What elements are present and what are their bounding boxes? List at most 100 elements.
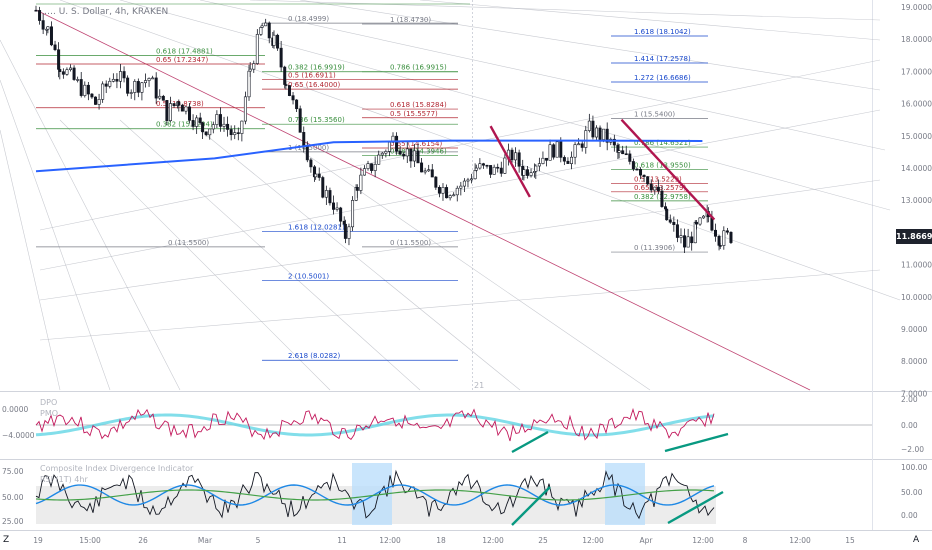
candle-body — [126, 77, 130, 94]
fan-line — [39, 59, 881, 231]
candle-body — [201, 122, 205, 133]
fib-level-label: 0.65 (13.2579) — [634, 184, 686, 192]
candle-body — [161, 95, 165, 101]
candle-body — [111, 78, 115, 82]
candle-body — [470, 178, 474, 181]
candle-body — [499, 167, 503, 174]
fan-line — [199, 129, 521, 391]
candle-body — [104, 83, 108, 87]
candle-body — [198, 117, 202, 123]
candle-body — [370, 163, 374, 171]
fan-line — [119, 0, 891, 211]
candle-body — [218, 114, 222, 127]
candle-body — [698, 217, 702, 225]
fib-level-label: 0.382 (15.2204) — [156, 121, 213, 129]
candle-body — [208, 128, 212, 136]
candle-body — [559, 141, 563, 158]
fib-level-label: 0.5 (16.6911) — [288, 71, 336, 79]
time-tick-label: 8 — [743, 536, 748, 545]
candle-body — [347, 226, 351, 239]
fan-line — [39, 179, 881, 301]
fib-level-label: 1.618 (18.1042) — [634, 28, 691, 36]
fan-line — [39, 269, 881, 341]
candle-body — [204, 131, 208, 136]
candles — [34, 5, 733, 253]
crosshair-day-label: 21 — [474, 381, 484, 390]
candle-body — [314, 173, 318, 178]
fib-level-label: 0.65 (17.2347) — [156, 56, 208, 64]
candle-body — [118, 71, 122, 82]
candle-body — [525, 169, 529, 176]
ma-line — [35, 139, 703, 173]
candle-body — [133, 81, 137, 93]
candle-body — [729, 231, 733, 243]
cidi-pane — [35, 463, 724, 526]
candle-body — [355, 187, 359, 191]
trend-line — [620, 118, 716, 221]
rsi-slow-line — [35, 489, 715, 501]
candle-body — [165, 100, 169, 121]
fib-level-label: 0 (18.4999) — [288, 15, 329, 23]
candle-body — [215, 114, 219, 125]
dpo-title: DPO — [40, 398, 57, 407]
price-tick-label: 9.0000 — [901, 325, 927, 334]
candle-body — [248, 68, 252, 72]
fan-line — [59, 0, 901, 301]
candle-body — [489, 165, 493, 175]
candle-body — [168, 103, 172, 121]
candle-body — [222, 123, 226, 127]
candle-body — [384, 151, 388, 154]
time-tick-label: 26 — [138, 536, 148, 545]
candle-body — [398, 150, 402, 155]
candle-body — [380, 152, 384, 156]
candle-body — [573, 144, 577, 158]
time-tick-label: Apr — [640, 536, 654, 545]
fib-level-label: 2 (10.5001) — [288, 273, 329, 281]
auto-scale-button[interactable]: A — [913, 535, 920, 545]
candle-body — [555, 141, 559, 158]
candle-body — [366, 163, 370, 169]
time-tick-label: 19 — [33, 536, 43, 545]
candle-body — [136, 81, 140, 93]
time-tick-label: 12:00 — [379, 536, 401, 545]
candle-body — [514, 152, 518, 161]
candle-body — [362, 168, 366, 176]
candle-body — [481, 163, 485, 166]
candle-body — [69, 67, 73, 70]
candle-body — [34, 9, 38, 12]
candle-body — [343, 223, 347, 239]
gann-fan-lines — [0, 0, 901, 391]
dpo-pane — [35, 407, 872, 454]
candle-body — [177, 101, 181, 106]
candle-body — [628, 153, 632, 162]
fib-level-label: 0 (11.5500) — [390, 239, 431, 247]
fan-line — [199, 0, 886, 151]
candle-body — [445, 187, 449, 199]
candle-body — [668, 219, 672, 223]
fib-level-label: 0.65 (14.6154) — [390, 140, 442, 148]
candle-body — [90, 93, 94, 98]
candle-body — [580, 143, 584, 148]
candle-body — [679, 235, 683, 238]
candle-body — [621, 150, 625, 155]
timezone-button[interactable]: Z — [3, 535, 10, 545]
fib-level-label: 1 (18.4730) — [390, 16, 431, 24]
candle-body — [594, 127, 598, 138]
candle-body — [264, 22, 268, 27]
candle-body — [474, 167, 478, 171]
candle-body — [598, 127, 602, 140]
candle-body — [143, 80, 147, 84]
candle-body — [140, 82, 144, 93]
candle-body — [548, 144, 552, 161]
candle-body — [412, 150, 416, 162]
candle-body — [188, 106, 192, 121]
cidi-tick-label: 50.00 — [901, 488, 923, 497]
candle-body — [321, 177, 325, 198]
candle-body — [115, 78, 119, 82]
axes: 19.0000 18.0000 17.0000 16.0000 15.0000 14.00… — [2, 3, 932, 545]
candle-body — [612, 138, 616, 146]
fan-line — [299, 0, 881, 91]
candle-body — [649, 183, 653, 191]
